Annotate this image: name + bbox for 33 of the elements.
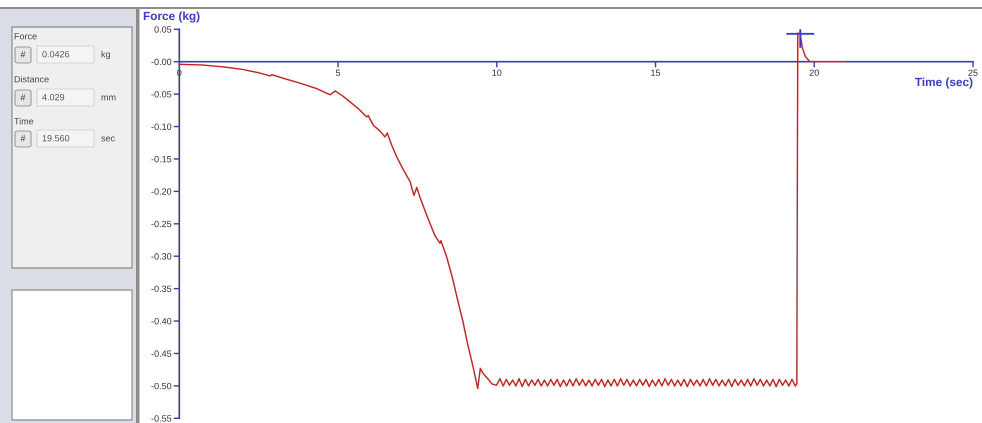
text: #	[20, 135, 26, 142]
x-tick-label: 25	[968, 70, 978, 76]
y-axis-title: Force (kg)	[144, 11, 200, 23]
y-tick-label: -0.50	[151, 382, 172, 390]
text: mm	[102, 95, 116, 100]
x-tick-label: 20	[810, 70, 819, 76]
x-tick-label: 5	[336, 70, 340, 76]
y-tick-label: -0.00	[151, 58, 172, 66]
y-tick-label: -0.35	[151, 286, 172, 292]
x-tick-label: 10	[492, 70, 502, 76]
text: Time	[14, 118, 34, 124]
y-tick-label: -0.45	[151, 350, 172, 357]
text: #	[20, 51, 26, 58]
x-axis-title: Time (sec)	[914, 78, 972, 88]
line-series	[179, 32, 846, 390]
y-tick-label: -0.05	[151, 91, 172, 98]
text: 19.560	[42, 135, 70, 142]
text: 0.0426	[42, 51, 70, 58]
text: 4.029	[42, 94, 64, 100]
y-tick-label: -0.20	[151, 188, 172, 195]
y-tick-label: -0.30	[151, 253, 172, 260]
y-tick-label: -0.55	[151, 415, 172, 422]
y-tick-label: -0.15	[151, 156, 172, 162]
y-tick-label: -0.10	[151, 124, 172, 130]
text: kg	[102, 50, 110, 60]
y-tick-label: -0.25	[151, 220, 172, 228]
text: Force	[14, 33, 37, 40]
y-tick-label: 0.05	[154, 26, 172, 33]
text: Distance	[14, 76, 49, 82]
x-tick-label: 15	[651, 70, 660, 76]
text: #	[20, 94, 26, 100]
y-tick-label: -0.40	[151, 318, 172, 324]
text: sec	[101, 136, 115, 142]
